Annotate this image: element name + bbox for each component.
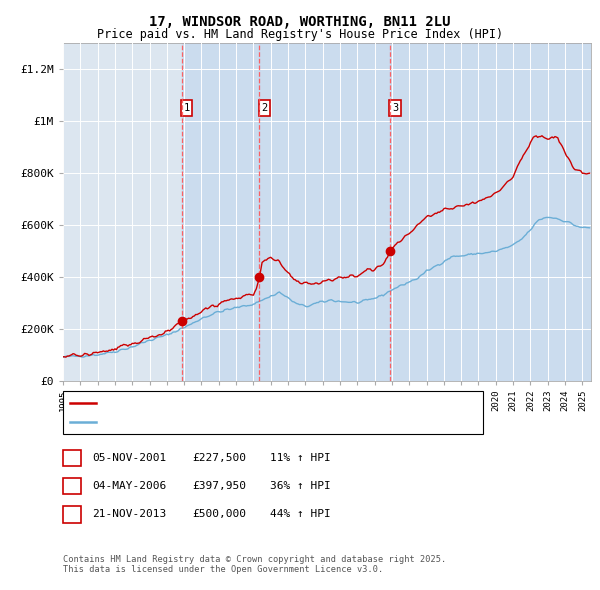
Text: 11% ↑ HPI: 11% ↑ HPI [270,453,331,463]
Text: 3: 3 [392,103,398,113]
Bar [259,43,390,381]
Text: 2: 2 [262,103,268,113]
Text: 2: 2 [68,481,76,491]
Bar [390,43,591,381]
Text: HPI: Average price, detached house, Worthing: HPI: Average price, detached house, Wort… [100,417,364,427]
Text: 44% ↑ HPI: 44% ↑ HPI [270,510,331,519]
Text: Price paid vs. HM Land Registry's House Price Index (HPI): Price paid vs. HM Land Registry's House … [97,28,503,41]
Text: 3: 3 [68,510,76,519]
Text: 21-NOV-2013: 21-NOV-2013 [92,510,166,519]
Text: Contains HM Land Registry data © Crown copyright and database right 2025.
This d: Contains HM Land Registry data © Crown c… [63,555,446,574]
Text: 1: 1 [184,103,190,113]
Text: 17, WINDSOR ROAD, WORTHING, BN11 2LU (detached house): 17, WINDSOR ROAD, WORTHING, BN11 2LU (de… [100,398,418,408]
Text: 1: 1 [68,453,76,463]
Text: 04-MAY-2006: 04-MAY-2006 [92,481,166,491]
Text: 05-NOV-2001: 05-NOV-2001 [92,453,166,463]
Bar [182,43,259,381]
Text: 17, WINDSOR ROAD, WORTHING, BN11 2LU: 17, WINDSOR ROAD, WORTHING, BN11 2LU [149,15,451,29]
Text: £227,500: £227,500 [192,453,246,463]
Text: £397,950: £397,950 [192,481,246,491]
Text: 36% ↑ HPI: 36% ↑ HPI [270,481,331,491]
Text: £500,000: £500,000 [192,510,246,519]
